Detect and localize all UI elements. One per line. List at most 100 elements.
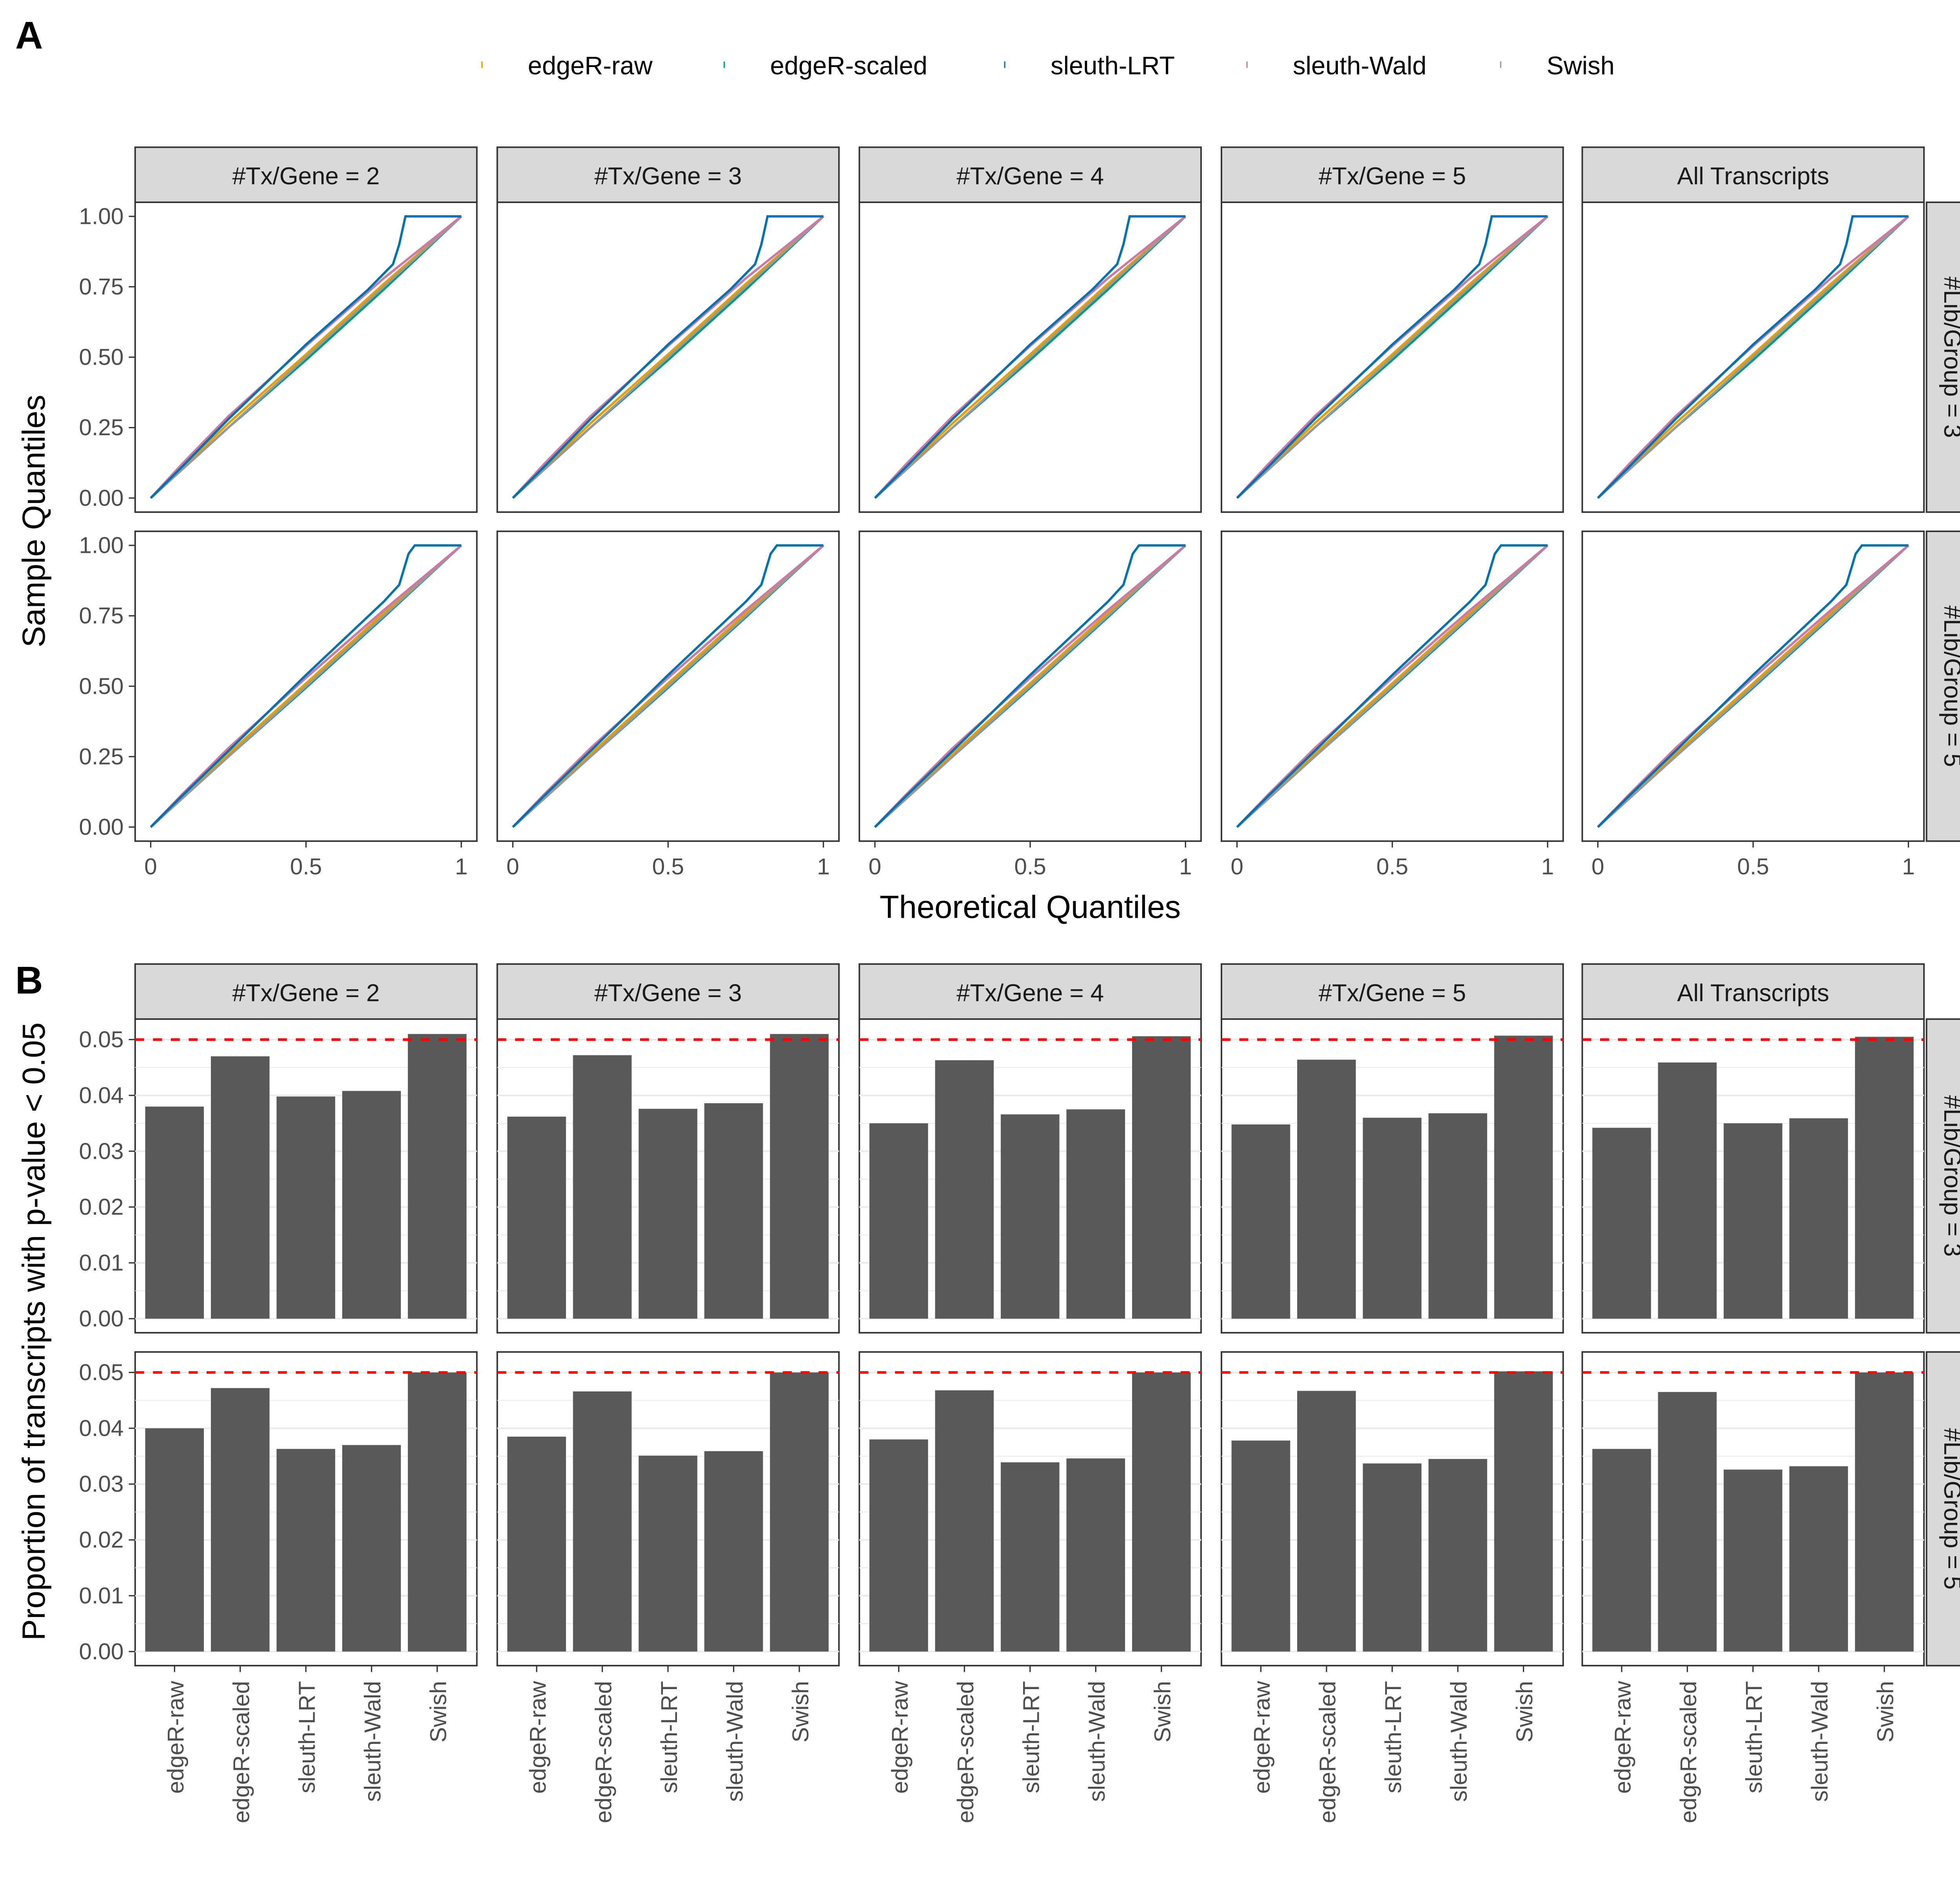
y-tick-label: 0.25 [79, 415, 124, 440]
facet-strip-label: #Tx/Gene = 5 [1319, 979, 1466, 1006]
x-tick-label: edgeR-scaled [591, 1681, 616, 1823]
bar-edgeR-scaled [573, 1055, 632, 1319]
bar-Swish [408, 1372, 467, 1652]
y-tick-label: 0.00 [79, 814, 124, 840]
x-tick-label: Swish [1512, 1681, 1537, 1742]
x-tick-label: edgeR-scaled [953, 1681, 978, 1823]
facet-strip [134, 146, 478, 203]
y-tick-label: 0.01 [79, 1250, 124, 1275]
x-tick-label: sleuth-Wald [722, 1681, 748, 1802]
qq-line-Swish [512, 544, 824, 828]
y-tick-label: 0.50 [79, 345, 124, 370]
bar-sleuth-LRT [1000, 1462, 1060, 1652]
y-tick-label: 0.05 [79, 1360, 124, 1385]
bar-sleuth-Wald [342, 1445, 401, 1652]
qq-line-edgeR-raw [1597, 544, 1909, 828]
facet-strip-label: #Tx/Gene = 5 [1319, 163, 1466, 190]
y-tick-label: 0.00 [79, 485, 124, 511]
qq-line-Swish [874, 215, 1187, 499]
bar-Swish [770, 1034, 829, 1319]
qq-line-Swish [1236, 544, 1548, 828]
bar-edgeR-scaled [1297, 1391, 1356, 1652]
qq-line-sleuth-LRT [1597, 215, 1909, 499]
qq-line-sleuth-LRT [512, 215, 824, 499]
qq-line-sleuth-LRT [874, 544, 1186, 828]
facet-strip-label: All Transcripts [1677, 163, 1829, 190]
row-strip-label: #Lib/Group = 5 [1939, 1428, 1960, 1590]
facet-strip [1581, 963, 1925, 1020]
facet-strip-label: #Tx/Gene = 4 [956, 979, 1104, 1006]
bar-sleuth-LRT [1363, 1117, 1422, 1319]
facet-strip [858, 963, 1202, 1020]
x-tick-label: 0.5 [1737, 854, 1769, 879]
qq-line-sleuth-LRT [150, 215, 461, 499]
x-tick-label: 0 [506, 854, 519, 879]
x-tick-label: edgeR-raw [525, 1681, 551, 1794]
bar-sleuth-Wald [1428, 1113, 1487, 1319]
qq-line-sleuth-LRT [874, 215, 1186, 499]
bar-edgeR-scaled [935, 1390, 994, 1652]
legend-label-edgeR-scaled: edgeR-scaled [770, 51, 927, 80]
bar-edgeR-raw [869, 1123, 928, 1319]
qq-line-sleuth-LRT [512, 544, 824, 828]
qq-line-Swish [512, 215, 824, 499]
x-tick-label: sleuth-Wald [1446, 1681, 1472, 1802]
bar-sleuth-LRT [1363, 1463, 1422, 1652]
bar-edgeR-raw [145, 1428, 204, 1652]
x-tick-label: sleuth-Wald [1084, 1681, 1110, 1802]
qq-line-Swish [874, 544, 1187, 828]
qq-line-Swish [150, 215, 462, 499]
x-tick-label: edgeR-raw [1249, 1681, 1275, 1794]
qq-line-edgeR-raw [1236, 215, 1548, 499]
bar-sleuth-LRT [639, 1108, 697, 1319]
bar-edgeR-raw [145, 1106, 204, 1319]
panel-label-a: A [15, 14, 43, 57]
x-tick-label: sleuth-LRT [1381, 1681, 1406, 1793]
bar-Swish [1494, 1035, 1553, 1319]
bar-Swish [770, 1372, 829, 1652]
bar-edgeR-raw [1592, 1449, 1651, 1652]
qq-line-edgeR-raw [1597, 215, 1909, 499]
y-tick-label: 0.75 [79, 603, 124, 629]
facet-strip [134, 963, 478, 1020]
qq-line-edgeR-raw [150, 215, 462, 499]
qq-line-edgeR-raw [150, 544, 462, 828]
x-tick-label: edgeR-scaled [1315, 1681, 1341, 1823]
x-tick-label: 0 [869, 854, 882, 879]
x-tick-label: Swish [788, 1681, 813, 1742]
y-tick-label: 0.25 [79, 744, 124, 769]
y-tick-label: 0.02 [79, 1194, 124, 1220]
x-tick-label: edgeR-raw [1610, 1681, 1636, 1794]
x-tick-label: sleuth-LRT [294, 1681, 320, 1793]
row-strip-label: #Lib/Group = 3 [1939, 1095, 1960, 1257]
row-strip [1926, 201, 1960, 513]
x-tick-label: edgeR-raw [887, 1681, 913, 1794]
y-tick-label: 0.04 [79, 1415, 124, 1441]
bar-Swish [1132, 1372, 1191, 1652]
legend-label-sleuth-LRT: sleuth-LRT [1051, 51, 1175, 80]
facet-strip-label: All Transcripts [1677, 979, 1829, 1006]
x-tick-label: sleuth-Wald [360, 1681, 386, 1802]
x-tick-label: Swish [426, 1681, 451, 1742]
qq-line-Swish [1236, 215, 1548, 499]
bar-edgeR-raw [869, 1439, 928, 1652]
bar-sleuth-LRT [276, 1449, 336, 1652]
qq-line-sleuth-LRT [1597, 544, 1909, 828]
facet-strip [1220, 146, 1564, 203]
bar-sleuth-Wald [1789, 1466, 1848, 1652]
qq-line-edgeR-raw [512, 215, 824, 499]
y-tick-label: 0.03 [79, 1471, 124, 1497]
qq-line-Swish [1597, 215, 1909, 499]
qq-line-edgeR-raw [874, 544, 1187, 828]
qq-line-edgeR-raw [512, 544, 824, 828]
qq-plot-panel: #Tx/Gene = 2 #Tx/Gene = 3 #Tx/Gene = 4 #Tx/… [16, 146, 1960, 925]
x-tick-label: edgeR-scaled [229, 1681, 254, 1823]
bar-edgeR-scaled [211, 1388, 270, 1652]
facet-strip [858, 146, 1202, 203]
row-strip-label: #Lib/Group = 5 [1939, 605, 1960, 767]
qq-line-sleuth-LRT [1236, 544, 1548, 828]
y-tick-label: 0.02 [79, 1527, 124, 1553]
y-tick-label: 0.75 [79, 274, 124, 300]
x-tick-label: 1 [817, 854, 830, 879]
